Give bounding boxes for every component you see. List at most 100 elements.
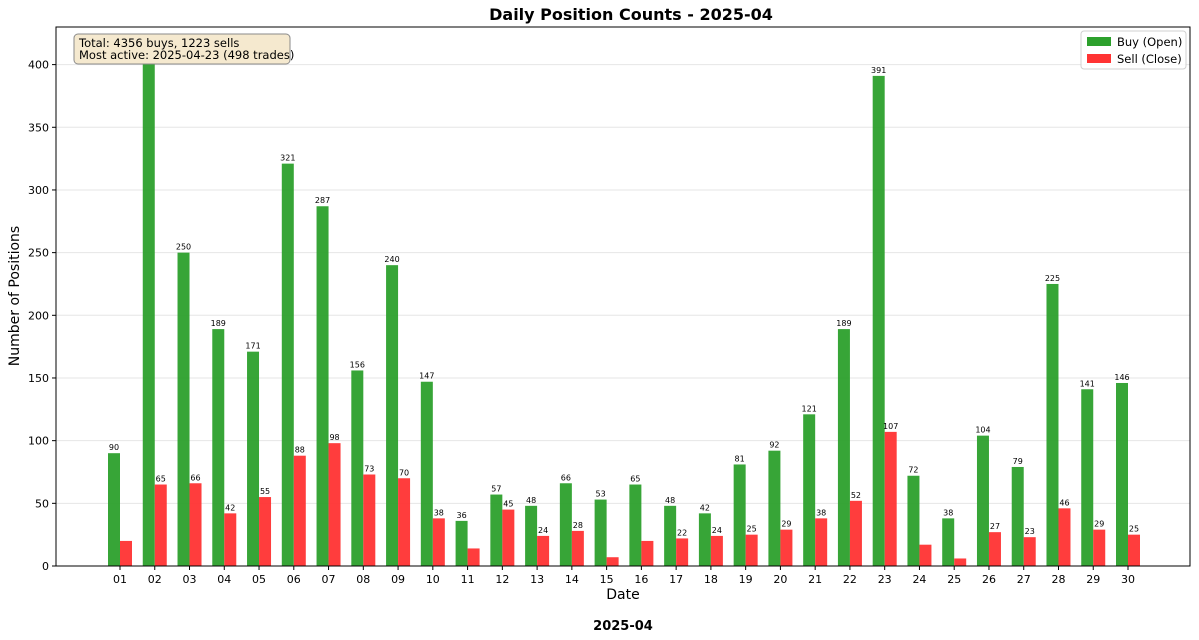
bar-buy xyxy=(559,483,572,566)
bar-value-label-sell: 25 xyxy=(747,525,757,534)
bar-sell xyxy=(606,557,619,566)
bar-sell xyxy=(641,540,654,566)
x-tick-label: 04 xyxy=(217,573,231,586)
bar-buy xyxy=(872,75,885,566)
bar-sell xyxy=(154,484,167,566)
y-tick-label: 250 xyxy=(28,247,49,260)
bar-value-label-sell: 23 xyxy=(1025,527,1035,536)
bar-value-label-sell: 27 xyxy=(990,522,1000,531)
bar-buy xyxy=(490,494,503,566)
bar-buy xyxy=(247,351,260,566)
bar-value-label-sell: 42 xyxy=(225,503,235,512)
bar-value-label-sell: 25 xyxy=(1129,525,1139,534)
bar-value-label-sell: 38 xyxy=(816,508,826,517)
bar-buy xyxy=(1116,382,1128,566)
bar-buy xyxy=(316,206,329,566)
y-tick-label: 200 xyxy=(28,309,49,322)
bar-sell xyxy=(1093,529,1106,566)
bar-value-label-buy: 92 xyxy=(769,441,779,450)
bar-value-label-buy: 121 xyxy=(802,404,817,413)
y-tick-label: 50 xyxy=(35,497,49,510)
bar-buy xyxy=(525,505,538,566)
bar-sell xyxy=(745,534,758,566)
x-tick-label: 19 xyxy=(739,573,753,586)
bar-value-label-buy: 225 xyxy=(1045,274,1060,283)
x-tick-label: 01 xyxy=(113,573,127,586)
chart-title: Daily Position Counts - 2025-04 xyxy=(489,5,773,24)
bar-value-label-buy: 147 xyxy=(419,372,434,381)
bar-value-label-buy: 48 xyxy=(526,496,536,505)
bar-buy xyxy=(420,381,433,566)
x-tick-label: 15 xyxy=(600,573,614,586)
legend: Buy (Open) Sell (Close) xyxy=(1080,30,1187,70)
bar-value-label-buy: 42 xyxy=(700,503,710,512)
bar-buy xyxy=(733,464,746,566)
x-tick-label: 30 xyxy=(1121,573,1135,586)
bar-value-label-buy: 391 xyxy=(871,66,886,75)
bar-value-label-buy: 321 xyxy=(280,154,295,163)
bar-sell xyxy=(259,497,272,566)
bar-sell xyxy=(363,474,376,566)
x-tick-label: 24 xyxy=(912,573,926,586)
bar-buy xyxy=(942,518,955,566)
bar-value-label-buy: 141 xyxy=(1080,379,1095,388)
x-tick-label: 21 xyxy=(808,573,822,586)
x-tick-label: 09 xyxy=(391,573,405,586)
x-tick-label: 05 xyxy=(252,573,266,586)
annotation-line-1: Total: 4356 buys, 1223 sells xyxy=(78,36,239,50)
x-tick-label: 07 xyxy=(322,573,336,586)
bar-sell xyxy=(224,513,237,566)
bar-value-label-buy: 104 xyxy=(975,426,990,435)
bar-value-label-buy: 57 xyxy=(491,485,501,494)
bar-value-label-buy: 189 xyxy=(836,319,851,328)
legend-label-buy: Buy (Open) xyxy=(1117,35,1182,49)
bar-buy xyxy=(351,370,364,566)
bar-sell xyxy=(954,558,967,566)
bar-value-label-sell: 52 xyxy=(851,491,861,500)
x-tick-label: 12 xyxy=(495,573,509,586)
x-tick-label: 06 xyxy=(287,573,301,586)
y-axis: 0 50 100 150 200 250 300 350 400 xyxy=(28,59,56,573)
bar-sell xyxy=(189,483,202,566)
bar-value-label-buy: 38 xyxy=(943,508,953,517)
bar-sell xyxy=(537,535,550,566)
bar-sell xyxy=(884,431,897,566)
x-tick-label: 16 xyxy=(634,573,648,586)
bar-value-label-sell: 28 xyxy=(573,521,583,530)
bar-sell xyxy=(988,532,1001,566)
x-tick-label: 28 xyxy=(1051,573,1065,586)
bar-buy xyxy=(212,329,225,566)
bar-value-label-sell: 107 xyxy=(883,422,898,431)
bar-value-label-buy: 240 xyxy=(384,255,399,264)
bar-value-label-sell: 98 xyxy=(329,433,339,442)
bar-sell xyxy=(710,535,723,566)
bar-sell xyxy=(919,544,932,566)
bar-value-label-sell: 29 xyxy=(781,520,791,529)
x-tick-label: 26 xyxy=(982,573,996,586)
bar-sell xyxy=(293,455,306,566)
bar-value-label-buy: 66 xyxy=(561,473,571,482)
x-axis-label: Date xyxy=(606,587,639,603)
bar-buy xyxy=(1081,389,1094,566)
bar-value-label-buy: 90 xyxy=(109,443,119,452)
bar-value-label-sell: 24 xyxy=(538,526,548,535)
bar-buy xyxy=(664,505,677,566)
x-tick-label: 08 xyxy=(356,573,370,586)
bar-value-label-sell: 70 xyxy=(399,468,409,477)
y-axis-label: Number of Positions xyxy=(7,226,23,366)
x-tick-label: 29 xyxy=(1086,573,1100,586)
x-tick-label: 10 xyxy=(426,573,440,586)
bar-value-label-buy: 156 xyxy=(350,360,365,369)
bar-value-label-sell: 22 xyxy=(677,528,687,537)
bar-buy xyxy=(1046,283,1059,566)
bar-sell xyxy=(398,478,411,566)
x-tick-label: 18 xyxy=(704,573,718,586)
bar-value-label-sell: 46 xyxy=(1059,498,1069,507)
bars-group xyxy=(108,52,1140,567)
annotation-box: Total: 4356 buys, 1223 sells Most active… xyxy=(73,33,294,65)
legend-label-sell: Sell (Close) xyxy=(1117,52,1182,66)
x-tick-label: 20 xyxy=(773,573,787,586)
bar-buy xyxy=(386,265,399,566)
y-tick-label: 0 xyxy=(42,560,49,573)
